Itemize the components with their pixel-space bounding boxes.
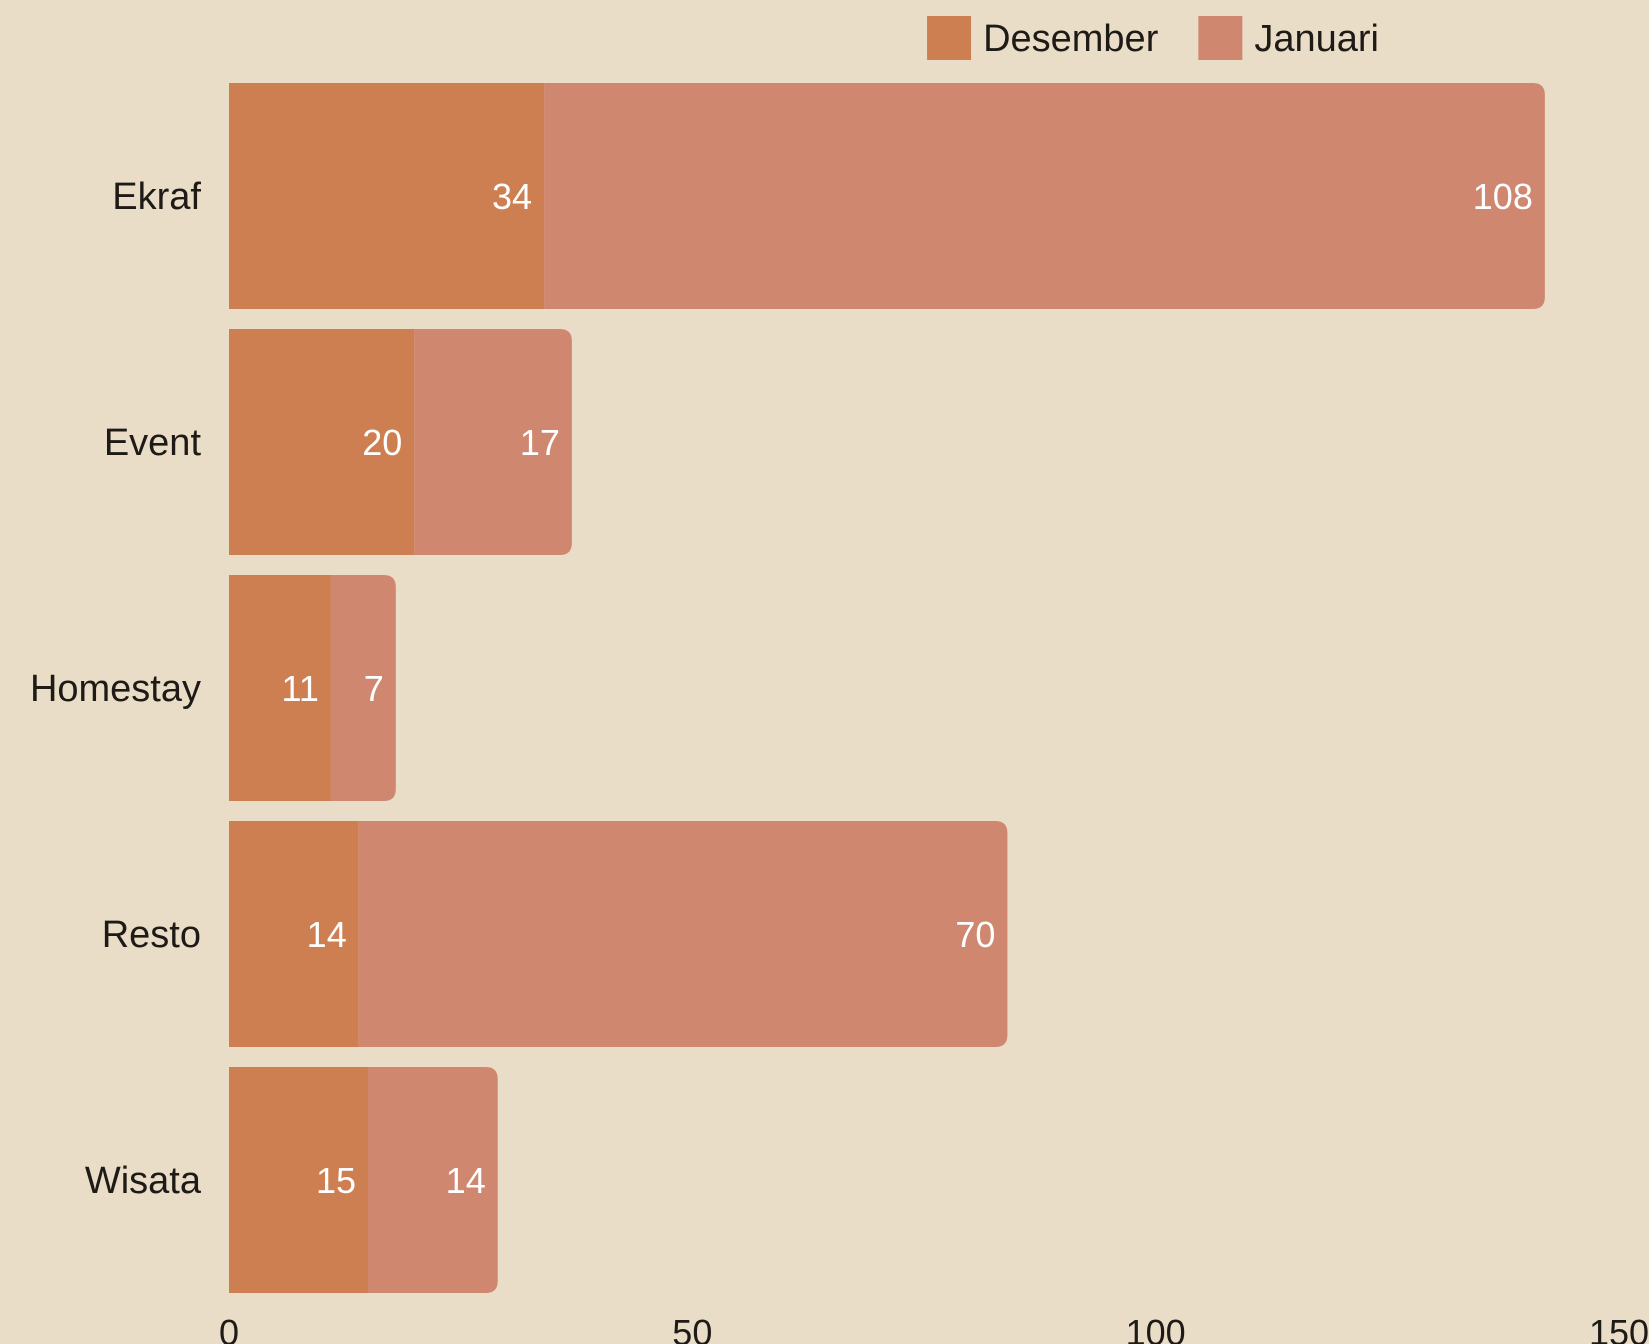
- bar-row-ekraf: 34 108: [229, 83, 1545, 309]
- data-label-event-desember: 20: [362, 422, 402, 463]
- category-label-ekraf: Ekraf: [112, 176, 201, 218]
- bar-row-wisata: 15 14: [229, 1067, 498, 1293]
- legend-swatch-desember: [927, 16, 972, 60]
- bar-ekraf-desember: [229, 83, 545, 309]
- bar-event-januari: [414, 329, 572, 555]
- data-label-wisata-desember: 15: [316, 1160, 356, 1201]
- data-label-resto-januari: 70: [955, 914, 995, 955]
- data-label-event-januari: 17: [520, 422, 560, 463]
- x-tick-label-0: 0: [219, 1312, 239, 1344]
- bar-homestay-desember: [229, 575, 331, 801]
- legend-item-desember: Desember: [927, 16, 1159, 60]
- legend-swatch-januari: [1198, 16, 1243, 60]
- chart-legend: Desember Januari: [927, 16, 1379, 60]
- value-axis: 0 50 100 150: [219, 1312, 1649, 1344]
- bar-row-homestay: 11 7: [229, 575, 396, 801]
- category-label-wisata: Wisata: [85, 1160, 202, 1202]
- category-label-resto: Resto: [102, 914, 201, 956]
- x-tick-label-50: 50: [672, 1312, 712, 1344]
- category-label-homestay: Homestay: [30, 668, 201, 710]
- x-tick-label-150: 150: [1589, 1312, 1649, 1344]
- data-label-homestay-januari: 7: [364, 668, 384, 709]
- category-axis: Ekraf Event Homestay Resto Wisata: [30, 176, 202, 1202]
- bar-resto-januari: [358, 821, 1008, 1047]
- bar-row-event: 20 17: [229, 329, 572, 555]
- legend-label-desember: Desember: [983, 18, 1159, 60]
- bar-row-resto: 14 70: [229, 821, 1008, 1047]
- data-label-ekraf-desember: 34: [492, 176, 532, 217]
- bar-event-desember: [229, 329, 415, 555]
- bar-wisata-januari: [368, 1067, 498, 1293]
- data-label-wisata-januari: 14: [446, 1160, 486, 1201]
- data-label-homestay-desember: 11: [282, 668, 319, 709]
- bar-wisata-desember: [229, 1067, 368, 1293]
- category-label-event: Event: [104, 422, 202, 464]
- legend-item-januari: Januari: [1198, 16, 1379, 60]
- data-label-ekraf-januari: 108: [1473, 176, 1533, 217]
- data-label-resto-desember: 14: [307, 914, 347, 955]
- legend-label-januari: Januari: [1254, 18, 1379, 60]
- bar-ekraf-januari: [544, 83, 1545, 309]
- bar-homestay-januari: [330, 575, 396, 801]
- bar-resto-desember: [229, 821, 359, 1047]
- x-tick-label-100: 100: [1126, 1312, 1186, 1344]
